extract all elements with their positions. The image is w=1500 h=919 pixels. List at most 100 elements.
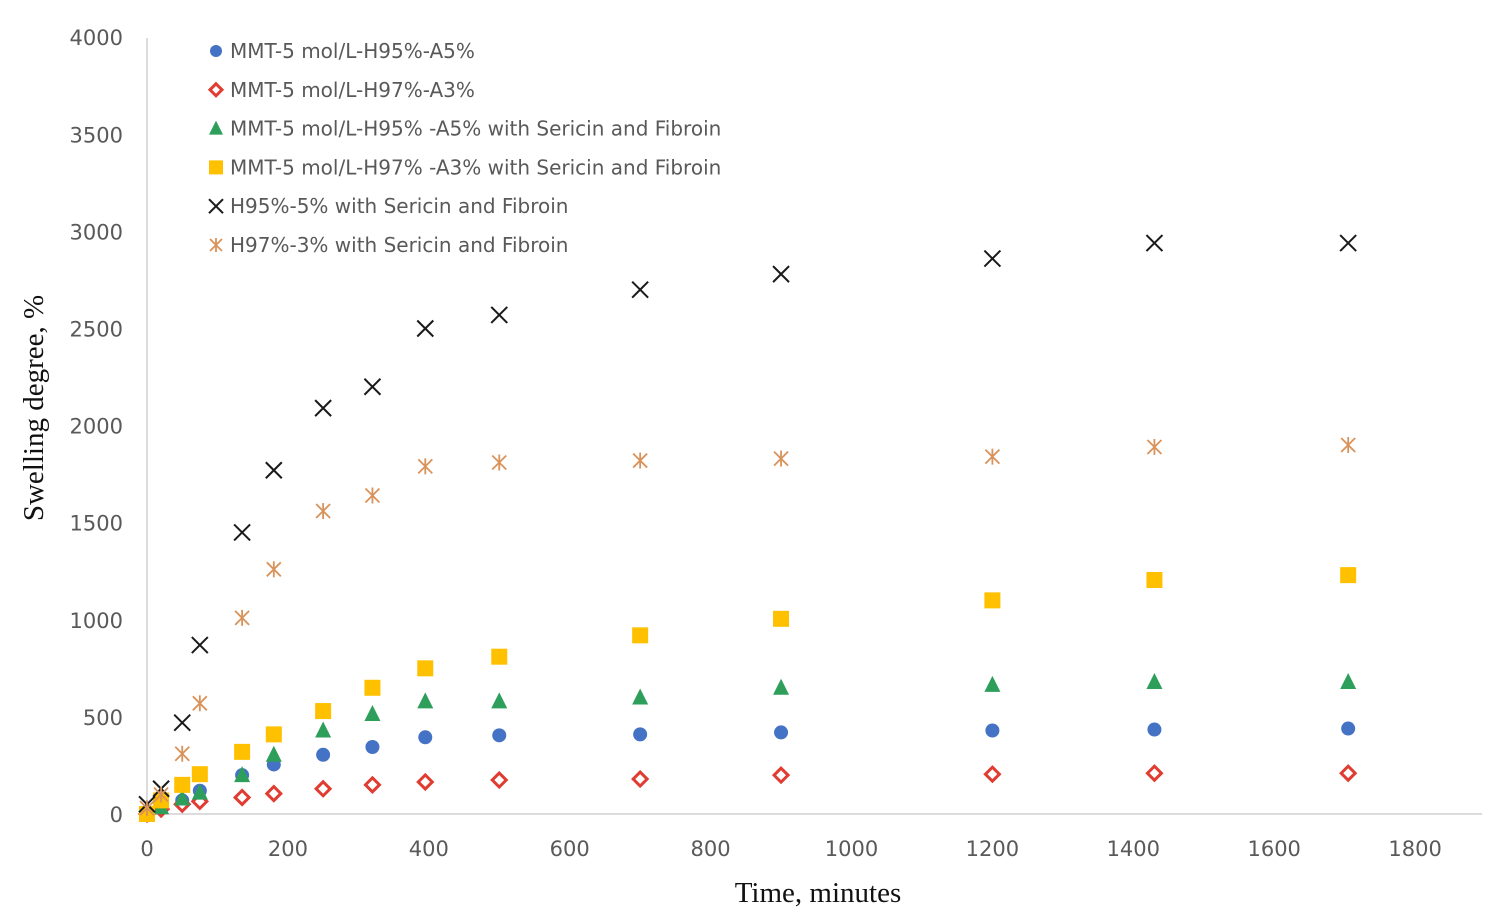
legend-marker	[209, 238, 223, 252]
x-stroke	[265, 461, 283, 479]
data-point	[1145, 234, 1164, 252]
data-point	[192, 695, 208, 712]
data-point	[174, 776, 191, 793]
x-stroke	[631, 280, 649, 299]
data-point	[1146, 438, 1163, 455]
y-axis-title: Swelling degree, %	[18, 295, 50, 521]
data-point	[315, 721, 332, 738]
data-point	[365, 740, 380, 755]
data-point	[1340, 567, 1357, 584]
x-stroke	[233, 523, 251, 542]
x-tick-label: 1600	[1247, 837, 1300, 861]
legend-label: MMT-5 mol/L-H95% -A5% with Sericin and F…	[230, 117, 721, 141]
legend-label: MMT-5 mol/L-H97% -A3% with Sericin and F…	[230, 155, 721, 179]
legend-marker	[208, 198, 224, 214]
data-point	[174, 789, 191, 806]
data-point	[1341, 721, 1356, 736]
y-tick-label: 2000	[70, 415, 123, 439]
data-point	[173, 714, 191, 732]
x-stroke	[490, 306, 508, 324]
series-3	[139, 672, 1357, 821]
series-2	[137, 764, 1358, 824]
legend-item: MMT-5 mol/L-H97%-A3%	[207, 78, 475, 102]
x-tick-label: 200	[268, 837, 308, 861]
data-point	[364, 679, 381, 696]
data-point	[364, 704, 381, 721]
legend-marker	[209, 120, 223, 135]
data-point	[363, 378, 382, 396]
data-point	[490, 770, 509, 790]
y-tick-label: 3000	[70, 220, 123, 244]
data-point	[264, 784, 283, 803]
data-point	[139, 800, 155, 817]
x-tick-label: 600	[550, 837, 590, 861]
data-point	[417, 458, 433, 475]
legend-item: H97%-3% with Sericin and Fibroin	[209, 233, 569, 257]
data-point	[984, 448, 1001, 465]
data-point	[314, 779, 333, 798]
y-tick-label: 1500	[70, 512, 123, 536]
data-point	[418, 730, 433, 745]
data-point	[632, 627, 649, 644]
axes	[146, 38, 1482, 815]
legend-label: H95%-5% with Sericin and Fibroin	[230, 194, 569, 218]
data-point	[314, 399, 332, 417]
data-point	[632, 688, 649, 705]
x-stroke	[983, 249, 1002, 268]
data-point	[266, 561, 282, 578]
legend-item: MMT-5 mol/L-H97% -A3% with Sericin and F…	[209, 155, 721, 179]
x-stroke	[1339, 234, 1357, 252]
data-point	[191, 636, 209, 654]
legend: MMT-5 mol/L-H95%-A5% MMT-5 mol/L-H97%-A3%…	[207, 39, 721, 257]
legend-marker	[210, 45, 222, 57]
y-tick-label: 3500	[70, 123, 123, 147]
series-6	[139, 437, 1356, 817]
data-point	[153, 786, 169, 803]
data-points	[137, 234, 1358, 824]
data-point	[984, 675, 1001, 692]
data-point	[984, 592, 1001, 609]
data-point	[773, 678, 790, 695]
legend-label: MMT-5 mol/L-H95%-A5%	[230, 39, 475, 63]
data-point	[633, 727, 648, 742]
data-point	[265, 726, 282, 743]
data-point	[772, 265, 790, 283]
x-axis-title: Time, minutes	[735, 877, 902, 909]
data-point	[363, 775, 382, 794]
legend-item: MMT-5 mol/L-H95% -A5% with Sericin and F…	[209, 117, 721, 141]
data-point	[1146, 571, 1163, 588]
x-tick-label: 1200	[966, 837, 1019, 861]
x-tick-label: 1400	[1107, 837, 1160, 861]
data-point	[1340, 437, 1356, 454]
y-tick-label: 1000	[70, 609, 123, 633]
data-point	[773, 450, 789, 467]
data-point	[983, 765, 1002, 784]
data-point	[234, 743, 251, 760]
legend-marker	[207, 81, 225, 98]
legend-label: H97%-3% with Sericin and Fibroin	[230, 233, 569, 257]
data-point	[417, 692, 434, 709]
data-point	[1146, 672, 1163, 689]
legend-item: H95%-5% with Sericin and Fibroin	[208, 194, 569, 218]
data-point	[774, 725, 789, 740]
y-tick-label: 4000	[70, 26, 123, 50]
series-4	[139, 567, 1357, 822]
x-stroke	[416, 319, 434, 338]
data-point	[492, 728, 507, 743]
data-point	[1340, 672, 1357, 689]
x-stroke	[173, 714, 191, 732]
legend-marker	[209, 160, 223, 175]
data-point	[233, 523, 251, 542]
data-point	[364, 487, 381, 504]
y-tick-label: 500	[83, 706, 123, 730]
data-point	[491, 692, 508, 709]
data-point	[1145, 764, 1164, 783]
data-point	[234, 609, 250, 626]
x-stroke	[314, 399, 332, 417]
y-tick-labels: 0 500 1000 1500 2000 2500 3000 3500 4000	[70, 26, 123, 827]
data-point	[234, 766, 251, 783]
x-tick-label: 1800	[1388, 837, 1441, 861]
x-stroke	[1145, 234, 1164, 252]
data-point	[1339, 764, 1358, 783]
data-point	[232, 788, 252, 807]
